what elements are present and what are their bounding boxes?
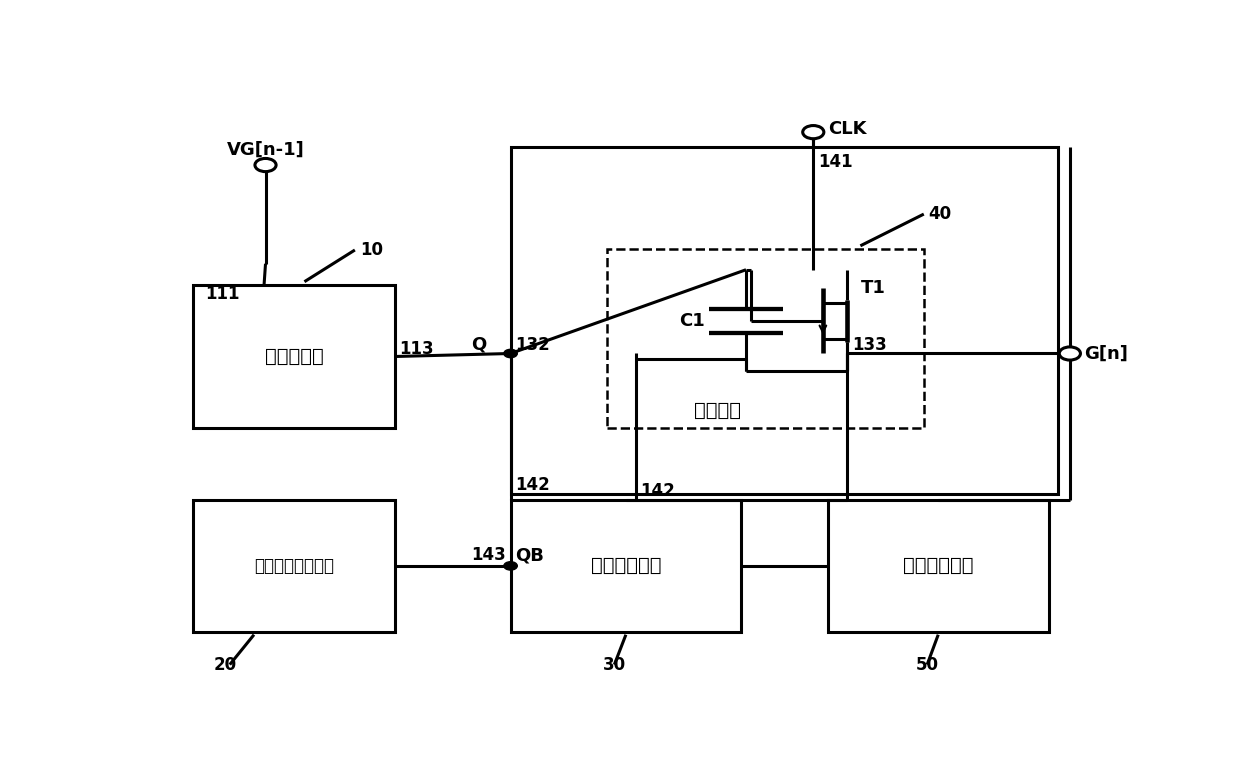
Text: 50: 50 [915,656,939,674]
Text: VG[n-1]: VG[n-1] [227,141,304,159]
Bar [193,284,396,428]
Text: 同步触发单元: 同步触发单元 [903,556,973,576]
Circle shape [1059,347,1080,360]
Text: 20: 20 [213,656,237,674]
Text: 132: 132 [516,336,551,354]
Text: 111: 111 [205,284,239,303]
Text: 40: 40 [929,205,952,223]
Text: CLK: CLK [828,120,867,138]
Text: G[n]: G[n] [1084,344,1128,363]
Text: 30: 30 [603,656,626,674]
Bar [193,500,396,632]
Text: 10: 10 [360,241,383,259]
Text: 113: 113 [399,340,434,358]
Text: 输出单元: 输出单元 [694,401,742,420]
Text: 预充电单元: 预充电单元 [265,347,324,366]
Text: 133: 133 [852,336,887,354]
Text: C1: C1 [680,312,704,329]
Bar [606,249,924,428]
Text: 稳定信号生成单元: 稳定信号生成单元 [254,557,335,575]
Bar [511,500,742,632]
Text: Q: Q [471,336,486,354]
Text: 142: 142 [516,476,551,494]
Bar [828,500,1049,632]
Text: QB: QB [516,546,544,564]
Text: T1: T1 [862,279,887,297]
Circle shape [255,159,277,172]
Circle shape [802,126,823,139]
Text: 143: 143 [471,546,506,564]
Text: 142: 142 [640,482,675,500]
Circle shape [503,562,517,570]
Bar [511,147,1058,494]
Circle shape [503,350,517,357]
Text: 下拉稳定单元: 下拉稳定单元 [590,556,661,576]
Text: 141: 141 [818,153,853,171]
